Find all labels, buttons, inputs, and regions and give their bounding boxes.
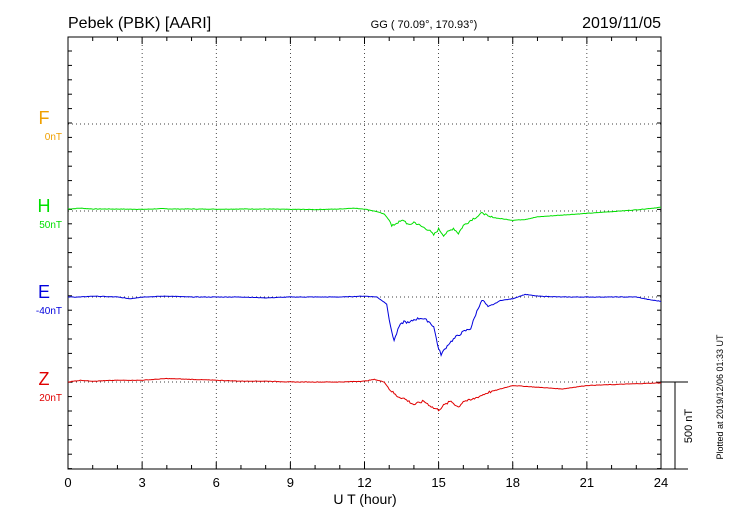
channel-label-z: Z [39,369,50,389]
x-tick-label: 9 [287,475,294,490]
series-traces [67,206,662,412]
x-tick-label: 3 [139,475,146,490]
x-tick-label: 6 [213,475,220,490]
channel-label-e: E [38,282,50,302]
plot-date: 2019/11/05 [582,15,661,32]
axis-ticks [67,37,662,470]
scale-bar [661,381,688,470]
x-tick-label: 15 [431,475,445,490]
x-tick-label: 24 [654,475,668,490]
x-tick-label: 18 [506,475,520,490]
channel-label-f: F [39,108,50,128]
x-tick-label: 0 [64,475,71,490]
series-line-z [68,377,662,412]
scale-bar-label: 500 nT [683,409,695,444]
x-tick-labels: 0 3 6 9 12 15 18 21 24 [64,475,668,490]
grid-lines [68,37,661,469]
channel-label-h: H [38,196,51,216]
plotted-at-note: Plotted at 2019/12/06 01:33 UT [715,334,725,460]
series-line-h [67,206,661,238]
x-axis-label: U T (hour) [333,491,396,507]
station-title: Pebek (PBK) [AARI] [68,15,211,32]
station-coords: GG ( 70.09°, 170.93°) [371,19,478,31]
series-line-e [67,293,662,358]
channel-baseline-f: 0nT [45,132,62,143]
x-tick-label: 21 [580,475,594,490]
channel-baseline-e: -40nT [36,306,62,317]
channel-baseline-z: 20nT [39,393,62,404]
channel-labels: F 0nT H 50nT E -40nT Z 20nT [36,108,62,404]
x-tick-label: 12 [357,475,371,490]
channel-baseline-h: 50nT [39,220,62,231]
